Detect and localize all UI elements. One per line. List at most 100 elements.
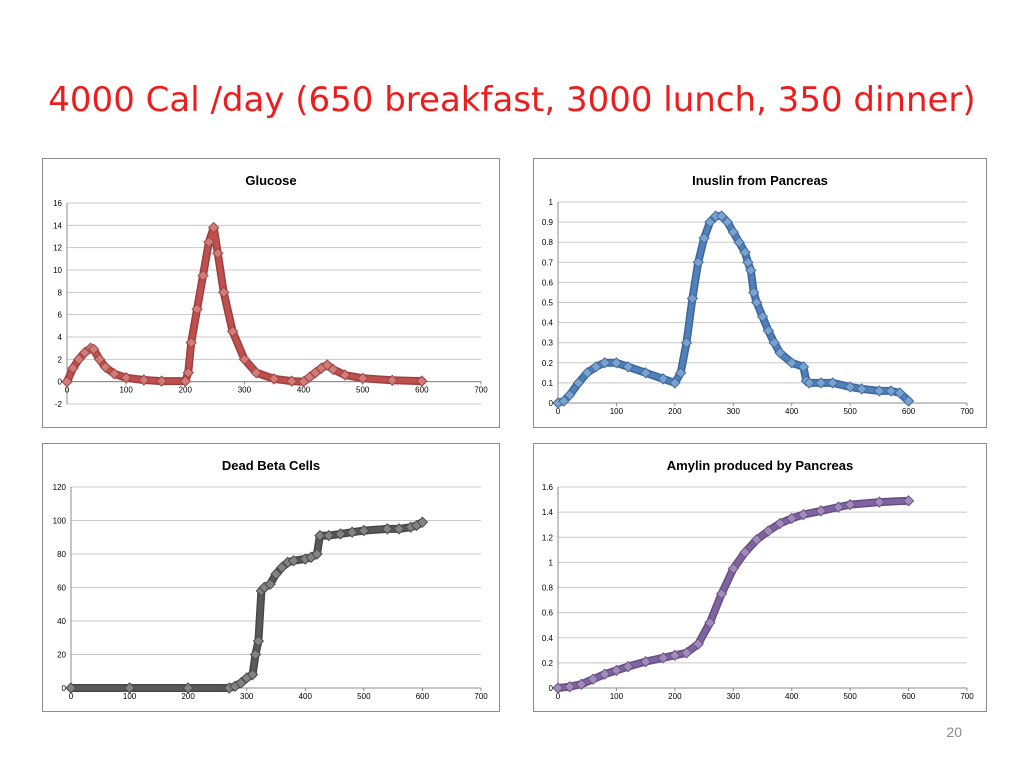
data-point-marker	[334, 528, 347, 540]
data-point-marker	[715, 588, 728, 600]
data-point-marker	[99, 361, 112, 373]
data-point-marker	[873, 496, 886, 508]
data-point-marker	[339, 369, 351, 381]
data-point-marker	[61, 375, 73, 388]
data-point-marker	[286, 375, 298, 387]
x-tick-label: 100	[123, 692, 137, 701]
data-point-marker	[639, 655, 652, 668]
data-point-marker	[803, 377, 815, 389]
y-tick-label: 0.2	[542, 359, 554, 368]
series-line	[554, 212, 913, 407]
series-line	[67, 518, 427, 692]
data-point-marker	[742, 256, 754, 269]
data-point-marker	[358, 524, 370, 537]
chart-title: Dead Beta Cells	[222, 458, 320, 473]
data-point-marker	[873, 385, 886, 397]
y-tick-label: 0.2	[542, 659, 554, 668]
series-line-highlight	[68, 519, 425, 691]
data-point-marker	[704, 216, 716, 228]
series-line	[554, 496, 913, 692]
y-tick-label: 100	[53, 517, 67, 526]
y-tick-label: 16	[53, 199, 62, 208]
y-tick-label: 1	[549, 198, 554, 207]
y-tick-label: 0.8	[542, 584, 554, 593]
data-point-marker	[739, 246, 751, 258]
data-point-marker	[276, 561, 288, 574]
y-tick-label: 14	[53, 221, 62, 230]
data-point-marker	[357, 372, 369, 385]
chart-title: Amylin produced by Pancreas	[667, 458, 853, 473]
data-point-marker	[715, 210, 728, 222]
data-point-marker	[750, 296, 763, 309]
data-point-marker	[581, 367, 593, 379]
data-point-marker	[393, 523, 405, 535]
data-point-marker	[182, 367, 194, 379]
data-point-marker	[287, 554, 300, 567]
x-tick-label: 200	[668, 692, 682, 701]
data-point-marker	[197, 269, 209, 282]
x-tick-label: 600	[415, 386, 429, 395]
data-point-marker	[844, 498, 856, 511]
data-point-marker	[894, 387, 906, 399]
y-tick-label: 0.3	[542, 339, 554, 348]
y-tick-label: 0.6	[542, 609, 554, 618]
data-point-marker	[774, 347, 786, 359]
data-point-marker	[756, 310, 769, 323]
data-point-marker	[249, 648, 262, 661]
y-tick-label: 0.1	[542, 379, 554, 388]
data-point-marker	[563, 389, 576, 401]
data-point-marker	[680, 647, 693, 659]
data-point-marker	[797, 508, 810, 521]
x-tick-label: 300	[238, 386, 252, 395]
x-tick-label: 0	[65, 386, 70, 395]
data-point-marker	[558, 395, 570, 407]
x-tick-label: 0	[69, 692, 74, 701]
data-point-marker	[65, 682, 77, 694]
data-point-marker	[191, 303, 203, 315]
chart-title: Glucose	[245, 173, 296, 188]
data-point-marker	[87, 343, 100, 355]
insulin-chart: Inuslin from Pancreas 0 0.1 0.2 0.3 0.4 0.5 0.6…	[542, 173, 974, 416]
data-point-marker	[185, 336, 197, 349]
data-point-marker	[657, 652, 669, 664]
y-tick-label: 4	[58, 333, 63, 342]
data-point-marker	[669, 377, 681, 389]
x-tick-label: 700	[960, 692, 974, 701]
data-point-marker	[902, 495, 915, 507]
data-point-marker	[590, 361, 602, 373]
data-point-marker	[680, 336, 693, 349]
amylin-chart: Amylin produced by Pancreas 0 0.2 0.4 0.6 0.8…	[542, 458, 974, 701]
data-point-marker	[381, 523, 393, 535]
data-point-marker	[108, 368, 121, 380]
x-tick-label: 300	[727, 407, 741, 416]
y-tick-label: 0.9	[542, 218, 554, 227]
x-tick-label: 700	[474, 692, 488, 701]
y-tick-label: 60	[57, 584, 66, 593]
amylin-chart-panel: Amylin produced by Pancreas 0 0.2 0.4 0.6 0.8…	[533, 443, 987, 712]
data-point-marker	[733, 236, 745, 248]
y-tick-label: 0.4	[542, 634, 554, 643]
data-point-marker	[686, 292, 699, 305]
data-point-marker	[745, 264, 757, 277]
x-tick-label: 600	[902, 407, 916, 416]
x-tick-label: 300	[727, 692, 741, 701]
x-tick-label: 200	[181, 692, 195, 701]
x-tick-label: 500	[843, 692, 857, 701]
data-point-marker	[797, 361, 810, 373]
data-point-marker	[203, 236, 215, 248]
data-point-marker	[599, 357, 611, 369]
data-point-marker	[93, 353, 106, 366]
data-point-marker	[235, 677, 247, 689]
x-tick-label: 500	[357, 692, 371, 701]
data-point-marker	[552, 682, 564, 694]
data-point-marker	[815, 377, 827, 389]
glucose-chart-panel: Glucose -2 0 2 4 6 8 10 12 14 16 0 100 200 300 400 500 60…	[42, 158, 500, 428]
data-point-marker	[264, 578, 276, 590]
data-point-marker	[902, 395, 915, 407]
data-point-marker	[212, 247, 224, 259]
data-point-marker	[704, 616, 716, 629]
data-point-marker	[815, 505, 827, 517]
data-point-marker	[674, 367, 687, 379]
data-point-marker	[346, 526, 358, 538]
